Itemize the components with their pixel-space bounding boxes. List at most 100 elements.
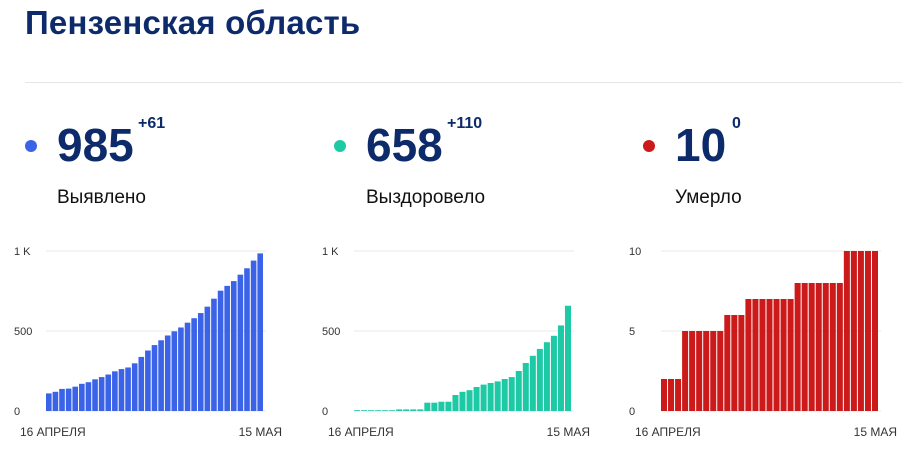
recovered-label: Выздоровело: [366, 187, 486, 208]
bar: [515, 371, 522, 411]
bar: [72, 386, 79, 411]
bar: [184, 322, 191, 411]
bar: [696, 331, 703, 411]
bar: [237, 274, 244, 411]
bar: [178, 327, 184, 411]
bar: [204, 306, 211, 411]
bar: [668, 379, 675, 411]
bar: [864, 251, 871, 411]
bar: [801, 283, 808, 411]
bar: [480, 384, 487, 411]
bar: [829, 283, 836, 411]
bar: [112, 371, 118, 411]
y-tick-label: 0: [322, 406, 328, 418]
bar: [424, 402, 431, 411]
detected-dot-icon: [25, 140, 37, 152]
died-label: Умерло: [675, 187, 742, 208]
bar: [197, 313, 204, 411]
bar: [508, 377, 515, 411]
recovered-value: 658: [366, 119, 443, 171]
bar: [780, 299, 787, 411]
x-end-label: 15 МАЯ: [239, 425, 282, 439]
recovered-dot-icon: [334, 140, 346, 152]
y-tick-label: 0: [14, 406, 20, 418]
bar: [403, 409, 410, 411]
bar: [501, 379, 508, 411]
bar: [382, 410, 389, 411]
detected-value: 985: [57, 119, 134, 171]
bar: [564, 305, 571, 411]
chart-detected: 0 500 1 K 16 АПРЕЛЯ 15 МАЯ: [10, 238, 290, 448]
bar: [787, 299, 794, 411]
bar: [703, 331, 710, 411]
bar: [125, 367, 131, 411]
bar: [543, 342, 550, 411]
bar: [745, 299, 752, 411]
bar: [417, 409, 424, 411]
bar: [138, 356, 145, 411]
y-tick-label: 1 K: [322, 246, 339, 258]
bar: [850, 251, 857, 411]
bar: [224, 285, 230, 411]
bar: [65, 388, 72, 411]
bar: [244, 268, 250, 411]
x-start-label: 16 АПРЕЛЯ: [328, 425, 394, 439]
bar: [145, 350, 151, 411]
bar: [675, 379, 682, 411]
y-tick-label: 500: [14, 326, 32, 338]
bar: [98, 377, 105, 411]
detected-label: Выявлено: [57, 187, 146, 208]
bar: [661, 379, 668, 411]
bar: [822, 283, 829, 411]
bar: [529, 355, 536, 411]
bar: [46, 393, 52, 411]
x-end-label: 15 МАЯ: [854, 425, 897, 439]
bar: [494, 381, 501, 411]
stat-recovered: 658 +110 Выздоровело: [334, 110, 614, 220]
y-tick-label: 10: [629, 246, 641, 258]
bar: [445, 401, 452, 411]
bar: [211, 298, 217, 411]
bar: [717, 331, 724, 411]
chart-recovered-svg: 0 500 1 K 16 АПРЕЛЯ 15 МАЯ: [322, 246, 590, 439]
chart-died: 0 5 10 16 АПРЕЛЯ 15 МАЯ: [625, 238, 905, 448]
y-tick-label: 5: [629, 326, 635, 338]
bar: [191, 318, 197, 411]
bar: [843, 251, 850, 411]
recovered-delta: +110: [447, 115, 483, 132]
bar: [217, 290, 224, 411]
x-start-label: 16 АПРЕЛЯ: [20, 425, 86, 439]
bar: [794, 283, 801, 411]
bar: [536, 348, 543, 411]
bar: [459, 391, 466, 411]
bar: [171, 331, 178, 411]
bar: [92, 379, 98, 411]
bar: [682, 331, 689, 411]
bar: [52, 391, 59, 411]
bar: [550, 335, 557, 411]
died-value: 10: [675, 119, 727, 171]
stat-detected: 985 +61 Выявлено: [25, 110, 305, 220]
bar: [105, 374, 112, 411]
bar: [836, 283, 843, 411]
chart-recovered: 0 500 1 K 16 АПРЕЛЯ 15 МАЯ: [318, 238, 598, 448]
bar: [752, 299, 759, 411]
bar: [557, 325, 564, 411]
bar: [724, 315, 731, 411]
bar: [773, 299, 780, 411]
bar: [368, 410, 375, 411]
y-tick-label: 1 K: [14, 246, 31, 258]
bar: [257, 253, 263, 411]
bar: [361, 410, 368, 411]
bar: [731, 315, 738, 411]
bar: [164, 335, 171, 411]
bar: [438, 401, 445, 411]
bar: [473, 387, 480, 411]
bar: [808, 283, 815, 411]
bar: [85, 382, 92, 411]
y-tick-label: 0: [629, 406, 635, 418]
stat-died: 10 0 Умерло: [643, 110, 922, 220]
bar: [452, 395, 459, 411]
bar: [131, 363, 138, 411]
bar: [389, 410, 396, 411]
